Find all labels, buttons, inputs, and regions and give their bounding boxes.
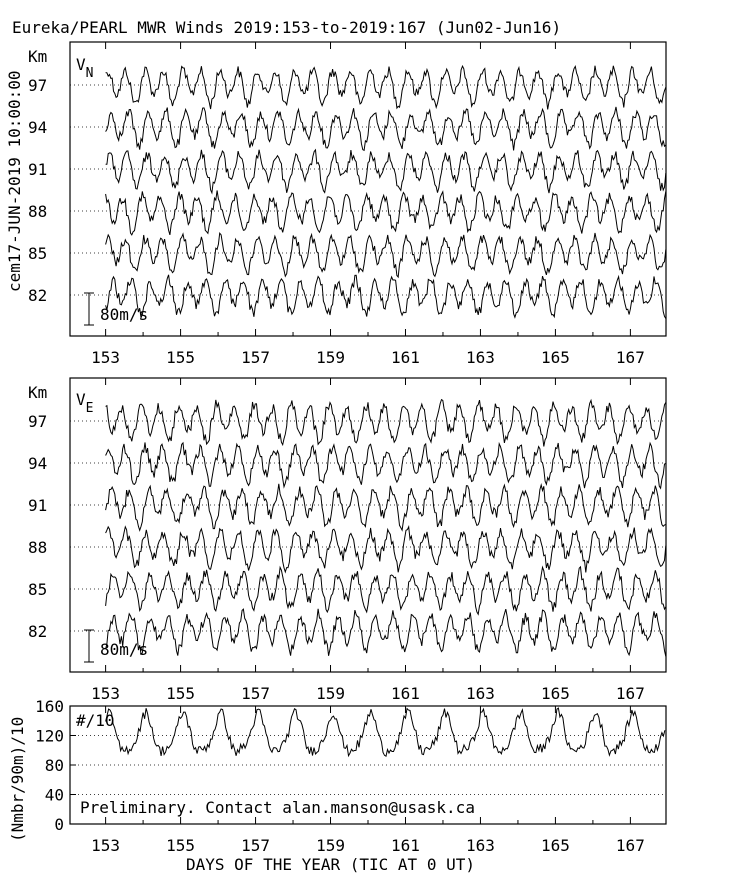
count-xtick-label-163: 163 xyxy=(466,836,495,855)
vn-scale-bar: 80m/s xyxy=(84,292,148,326)
ve-xtick-label-157: 157 xyxy=(241,684,270,703)
ve-panel: Km VE 97 94 91 88 85 82 80m/s 153 155 157 159 161… xyxy=(28,377,667,703)
ve-height-label-82: 82 xyxy=(28,622,47,641)
footer-note: Preliminary. Contact alan.manson@usask.c… xyxy=(80,798,475,817)
vn-height-label-97: 97 xyxy=(28,76,47,95)
ve-xtick-label-163: 163 xyxy=(466,684,495,703)
count-ytick-label-160: 160 xyxy=(35,697,64,716)
vn-height-label-82: 82 xyxy=(28,286,47,305)
vn-xtick-label-167: 167 xyxy=(616,348,645,367)
ve-trace-88 xyxy=(105,524,667,574)
ve-height-label-94: 94 xyxy=(28,454,47,473)
vn-component-label: VN xyxy=(76,55,93,81)
ve-trace-94 xyxy=(105,441,667,490)
count-ytick-label-80: 80 xyxy=(45,756,64,775)
count-ytick-label-40: 40 xyxy=(45,786,64,805)
count-xtick-label-165: 165 xyxy=(541,836,570,855)
count-xtick-label-167: 167 xyxy=(616,836,645,855)
ve-trace-91 xyxy=(105,483,667,532)
chart-title: Eureka/PEARL MWR Winds 2019:153-to-2019:… xyxy=(12,18,561,37)
vn-trace-91 xyxy=(105,148,667,195)
count-xtick-label-159: 159 xyxy=(316,836,345,855)
vn-height-label-85: 85 xyxy=(28,244,47,263)
vn-trace-94 xyxy=(105,106,667,152)
ve-height-label-85: 85 xyxy=(28,580,47,599)
ve-trace-97 xyxy=(105,398,667,447)
ve-xtick-label-167: 167 xyxy=(616,684,645,703)
ve-height-label-97: 97 xyxy=(28,412,47,431)
vn-height-label-88: 88 xyxy=(28,202,47,221)
count-ylabel: (Nmbr/90m)/10 xyxy=(8,717,27,842)
vn-xtick-label-157: 157 xyxy=(241,348,270,367)
count-ytick-label-0: 0 xyxy=(54,815,64,834)
count-xtick-label-157: 157 xyxy=(241,836,270,855)
vn-xtick-label-159: 159 xyxy=(316,348,345,367)
vn-frame xyxy=(69,41,667,337)
vn-height-label-91: 91 xyxy=(28,160,47,179)
x-axis-label: DAYS OF THE YEAR (TIC AT 0 UT) xyxy=(186,855,475,874)
ve-xtick-label-161: 161 xyxy=(391,684,420,703)
vn-panel: Km VN 97 94 91 88 85 82 80m/s 153 155 157 159 161… xyxy=(28,41,667,367)
count-xtick-label-161: 161 xyxy=(391,836,420,855)
ve-scale-label: 80m/s xyxy=(100,640,148,659)
vn-trace-85 xyxy=(105,232,667,279)
ve-component-label: VE xyxy=(76,390,93,416)
vn-height-label-94: 94 xyxy=(28,118,47,137)
vn-xtick-label-153: 153 xyxy=(91,348,120,367)
count-xtick-label-153: 153 xyxy=(91,836,120,855)
ve-scale-bar: 80m/s xyxy=(84,629,148,663)
count-xtick-label-155: 155 xyxy=(166,836,195,855)
vn-trace-97 xyxy=(105,64,667,110)
meteor-count-panel: (Nmbr/90m)/10 #/10 0 40 80 120 160 Prelimina… xyxy=(8,697,667,855)
vn-xtick-label-155: 155 xyxy=(166,348,195,367)
ve-height-label-91: 91 xyxy=(28,496,47,515)
vn-xtick-label-161: 161 xyxy=(391,348,420,367)
count-ytick-label-120: 120 xyxy=(35,727,64,746)
side-label: cem17-JUN-2019 10:00:00 xyxy=(5,70,24,292)
ve-xtick-label-153: 153 xyxy=(91,684,120,703)
ve-xtick-label-159: 159 xyxy=(316,684,345,703)
vn-xtick-label-165: 165 xyxy=(541,348,570,367)
count-trace-line xyxy=(105,707,666,758)
count-series-label: #/10 xyxy=(76,711,115,730)
ve-trace-82 xyxy=(105,608,667,657)
ve-xtick-label-155: 155 xyxy=(166,684,195,703)
ve-km-label: Km xyxy=(28,383,47,402)
vn-trace-82 xyxy=(105,274,667,320)
ve-trace-85 xyxy=(105,565,667,616)
vn-trace-88 xyxy=(105,190,667,236)
vn-scale-label: 80m/s xyxy=(100,305,148,324)
vn-xtick-label-163: 163 xyxy=(466,348,495,367)
vn-km-label: Km xyxy=(28,47,47,66)
ve-height-label-88: 88 xyxy=(28,538,47,557)
ve-xtick-label-165: 165 xyxy=(541,684,570,703)
